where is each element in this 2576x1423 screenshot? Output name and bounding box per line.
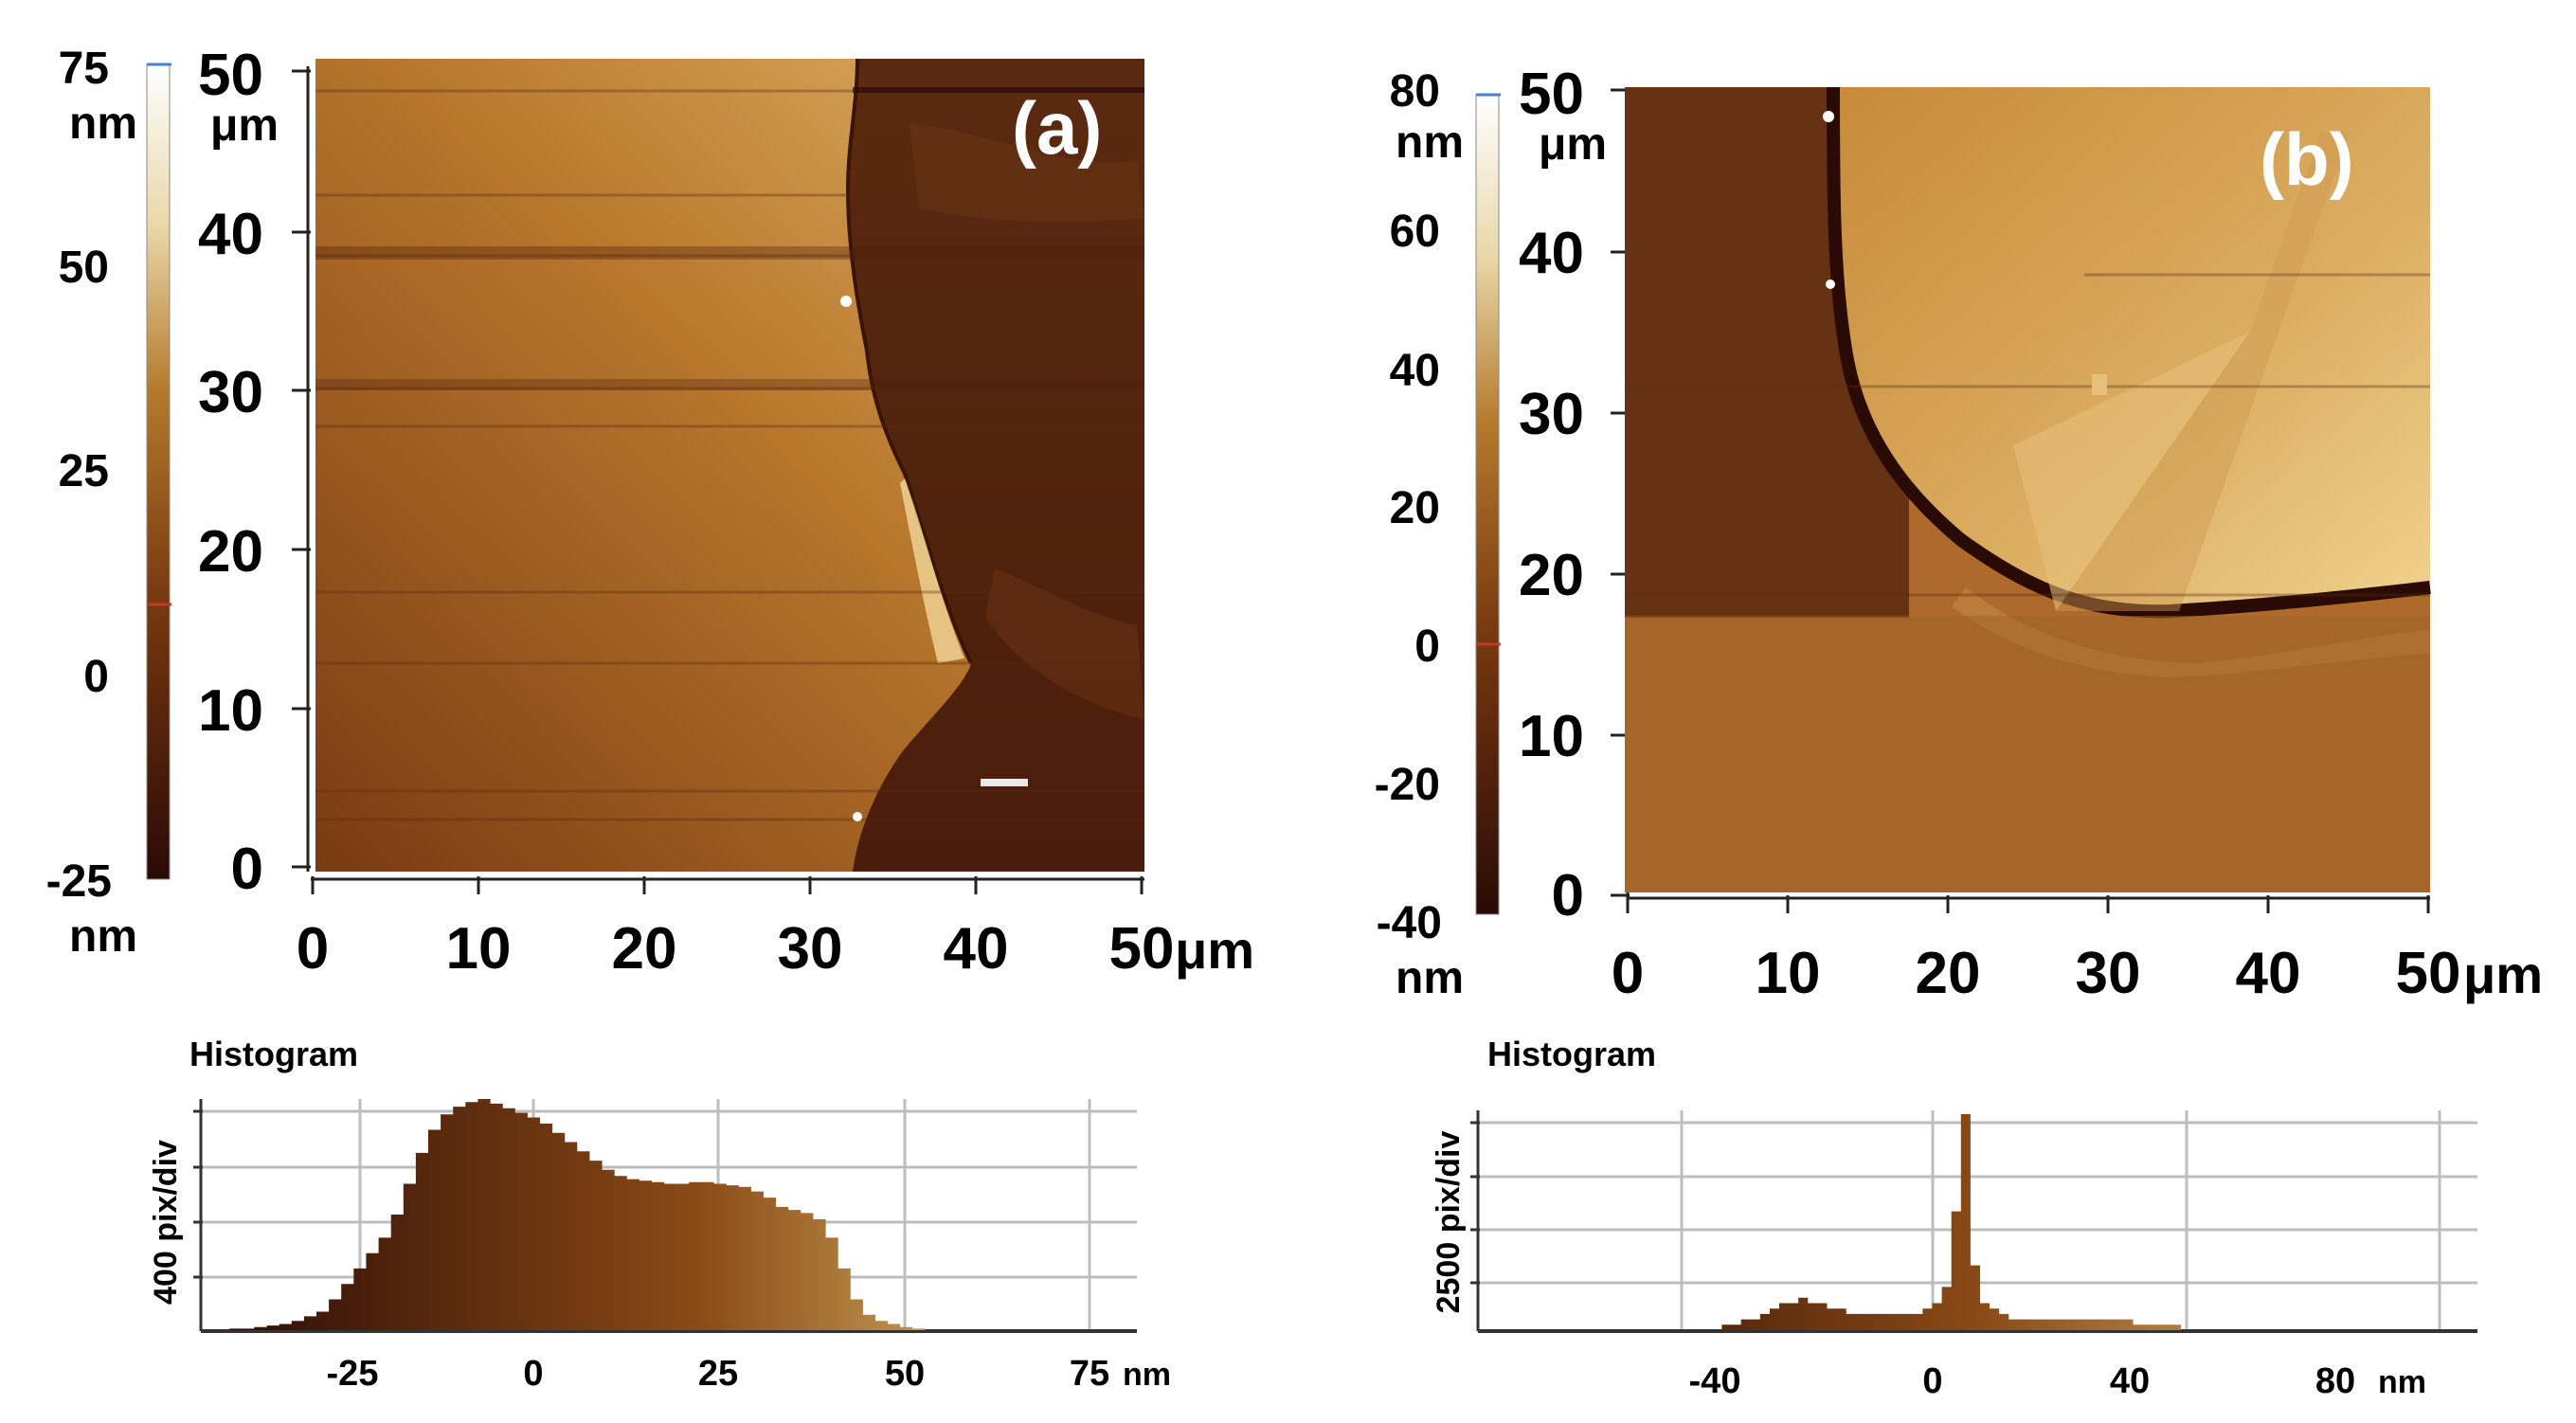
colorbar-a-tick: 25 [59, 446, 109, 496]
colorbar-b-tick: 60 [1390, 207, 1440, 257]
x-axis-a-unit: μm [1175, 920, 1254, 980]
x-axis-b-tick: 10 [1756, 941, 1821, 1006]
y-axis-b-tick: 30 [1519, 382, 1584, 447]
y-axis-a-unit: μm [210, 100, 279, 151]
x-axis-a-tick: 20 [612, 916, 677, 982]
colorbar-a-tick: 0 [83, 652, 109, 702]
x-axis-a-tick: 50 [1109, 916, 1175, 982]
x-axis-a-tick: 40 [944, 916, 1009, 982]
afm-image-b [1625, 86, 2431, 892]
colorbar-b-tick: 40 [1390, 346, 1440, 396]
y-axis-b-unit: μm [1539, 119, 1607, 170]
x-axis-a-tick: 10 [446, 916, 512, 982]
histogram-b-xtick: -40 [1689, 1361, 1741, 1401]
colorbar-b [1475, 94, 1500, 915]
histogram-b-unit: nm [2378, 1364, 2426, 1400]
y-axis-b-tick: 50 [1519, 62, 1584, 127]
colorbar-a [146, 63, 171, 880]
histogram-a-bars [205, 1099, 1099, 1330]
panel-a: 75 nm 50 25 0 -25 nm 50 μm 40 30 20 10 0 [46, 43, 1254, 982]
y-axis-a-tick: 10 [198, 678, 263, 744]
histogram-a-xtick: 75 [1070, 1354, 1109, 1394]
colorbar-b-bottom-label: -40 [1377, 898, 1442, 948]
histogram-a-xtick: 0 [523, 1354, 543, 1394]
x-axis-b-tick: 0 [1612, 941, 1644, 1006]
x-axis-b-tick: 30 [2076, 941, 2141, 1006]
histogram-b-grid [1478, 1110, 2477, 1331]
colorbar-a-bottom-unit: nm [69, 911, 137, 962]
histogram-a: Histogram 400 pix/div -25 0 25 50 75 nm [148, 1035, 1171, 1394]
panel-label-a: (a) [1012, 86, 1102, 170]
y-axis-a-tick: 0 [231, 837, 263, 902]
histogram-a-xtick: 25 [698, 1354, 738, 1394]
histogram-a-xtick: -25 [327, 1354, 379, 1394]
colorbar-b-tick: 20 [1390, 483, 1440, 533]
histogram-a-unit: nm [1123, 1357, 1171, 1393]
histogram-b-title: Histogram [1487, 1035, 1656, 1073]
y-axis-a-tick: 50 [198, 43, 263, 108]
colorbar-a-tick: 50 [59, 243, 109, 293]
colorbar-a-top-label: 75 [59, 44, 109, 94]
y-axis-b-tick: 0 [1552, 863, 1584, 928]
x-axis-b-tick: 50 [2396, 941, 2461, 1006]
y-axis-a-tick: 40 [198, 202, 263, 267]
histogram-a-ylabel: 400 pix/div [148, 1140, 184, 1305]
y-axis-a-tick: 20 [198, 519, 263, 585]
histogram-b-xtick: 80 [2315, 1361, 2355, 1401]
histogram-b-ylabel: 2500 pix/div [1431, 1131, 1467, 1314]
x-axis-a-tick: 0 [297, 916, 329, 982]
colorbar-b-top-unit: nm [1396, 117, 1464, 168]
colorbar-b-tick: 0 [1414, 621, 1440, 672]
histogram-b-bars [1483, 1114, 2477, 1330]
histogram-b-xtick: 40 [2110, 1361, 2150, 1401]
y-axis-a-tick: 30 [198, 360, 263, 425]
colorbar-b-top-label: 80 [1390, 66, 1440, 117]
colorbar-b-tick: -20 [1375, 760, 1440, 810]
x-axis-b-unit: μm [2463, 945, 2543, 1004]
y-axis-a-ticks [292, 69, 311, 869]
panel-label-b: (b) [2260, 117, 2354, 201]
x-axis-b-tick: 20 [1916, 941, 1981, 1006]
x-axis-a-ticks [311, 876, 1144, 894]
x-axis-b-ticks [1626, 895, 2430, 913]
histogram-a-title: Histogram [189, 1035, 358, 1073]
colorbar-b-bottom-unit: nm [1396, 953, 1464, 1003]
colorbar-a-bottom-label: -25 [46, 856, 112, 907]
y-axis-b-tick: 40 [1519, 221, 1584, 286]
x-axis-a-tick: 30 [778, 916, 843, 982]
y-axis-b-tick: 20 [1519, 543, 1584, 608]
histogram-b: Histogram 2500 pix/div -40 0 40 80 nm [1431, 1035, 2477, 1401]
x-axis-b-tick: 40 [2236, 941, 2301, 1006]
histogram-a-xtick: 50 [885, 1354, 925, 1394]
histogram-b-xtick: 0 [1922, 1361, 1942, 1401]
y-axis-b-tick: 10 [1519, 704, 1584, 769]
colorbar-a-top-unit: nm [69, 99, 137, 149]
panel-b: 80 nm 60 40 20 0 -20 -40 nm 50 μm 40 30 … [1375, 62, 2543, 1006]
afm-image-a [315, 58, 1144, 872]
